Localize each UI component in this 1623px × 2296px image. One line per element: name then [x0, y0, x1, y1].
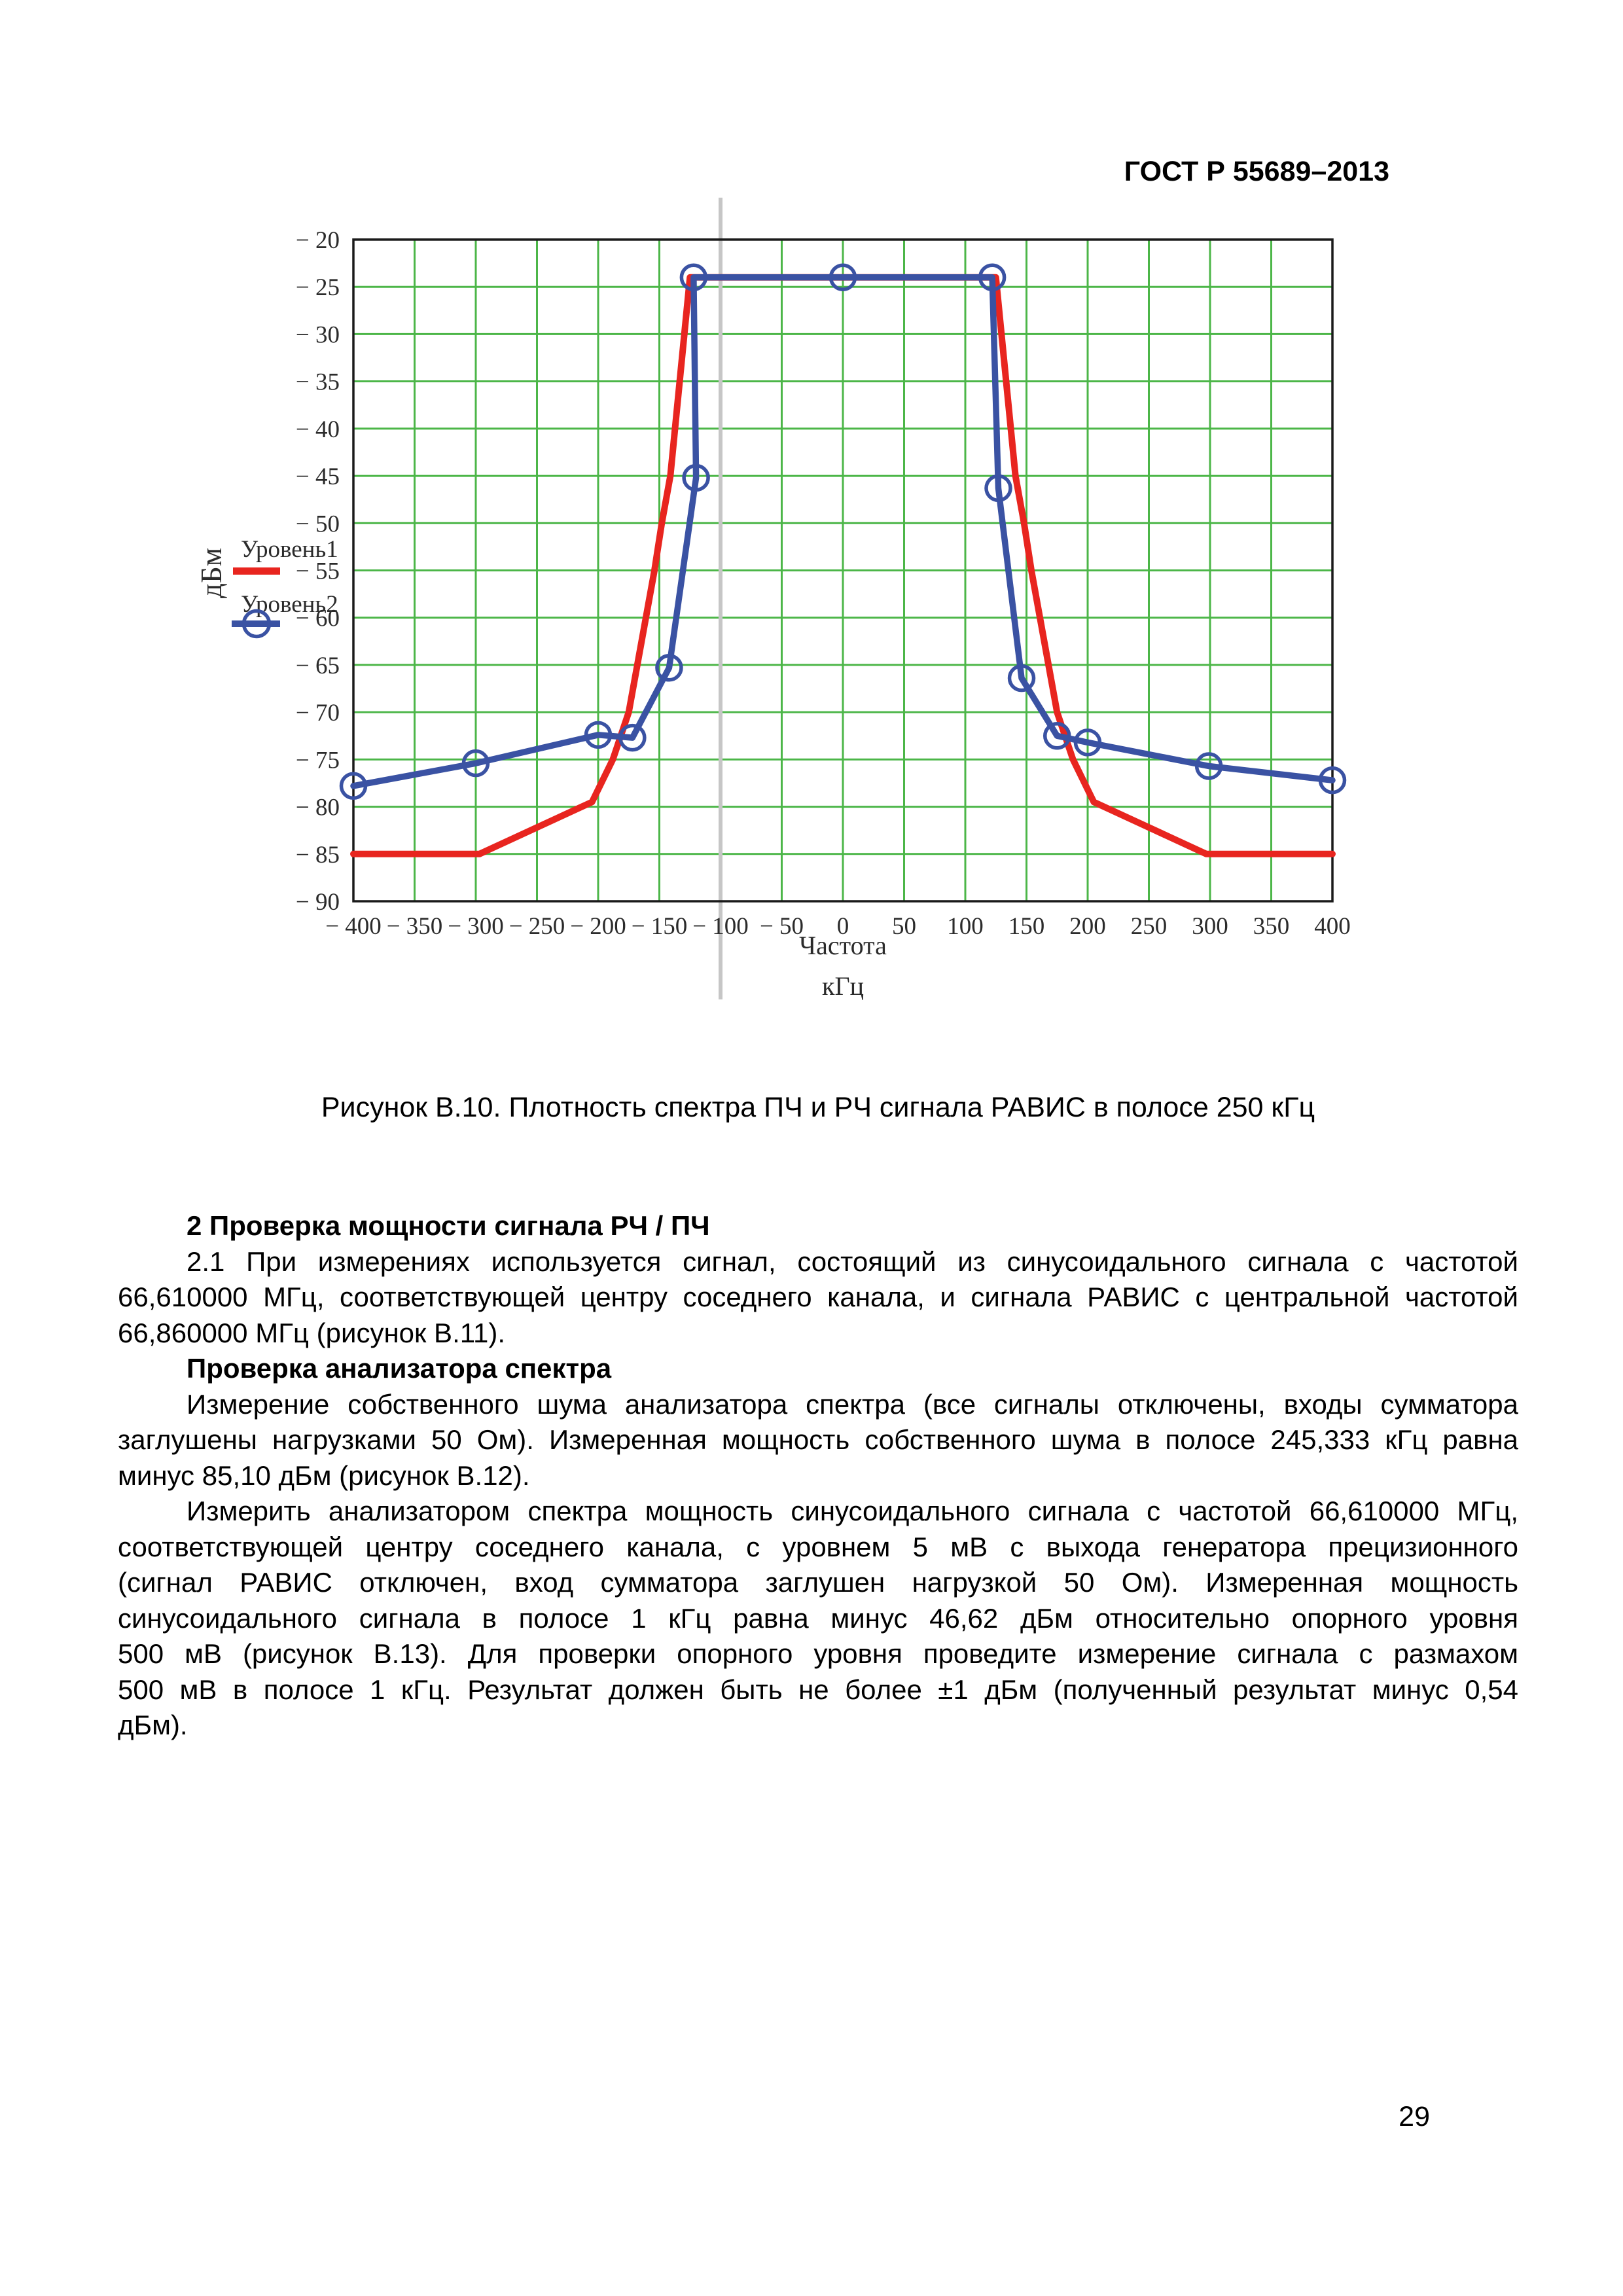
series-level2-marker — [1073, 728, 1102, 757]
paragraph-line: 66,610000 МГц, соответствующей центру со… — [118, 1282, 1518, 1312]
figure-caption: Рисунок В.10. Плотность спектра ПЧ и РЧ … — [321, 1092, 1315, 1123]
x-tick-label: 350 — [1253, 913, 1290, 940]
series-level2-marker — [829, 263, 857, 292]
y-axis-title: дБм — [195, 548, 228, 598]
paragraph-line: Измерение собственного шума анализатора … — [187, 1388, 1518, 1420]
x-tick-label: 50 — [892, 913, 916, 940]
paragraph-line: 2.1 При измерениях используется сигнал, … — [187, 1246, 1518, 1277]
x-tick-label: − 400 — [325, 913, 382, 940]
legend-marker-level2 — [241, 609, 272, 639]
x-axis-title: Частота — [799, 931, 887, 960]
standard-number-header: ГОСТ Р 55689–2013 — [1124, 156, 1389, 187]
series-level2-marker — [1194, 752, 1223, 780]
series-level2-marker — [461, 749, 490, 778]
paragraph-line: соответствующей центру соседнего канала,… — [118, 1531, 1518, 1562]
y-tick-label: − 20 — [296, 227, 340, 254]
x-tick-label: − 150 — [632, 913, 688, 940]
x-tick-label: 400 — [1314, 913, 1351, 940]
series-level2-marker — [1318, 766, 1347, 795]
x-tick-label: − 200 — [570, 913, 626, 940]
x-tick-label: 250 — [1131, 913, 1168, 940]
x-tick-label: 300 — [1192, 913, 1228, 940]
series-level2-marker — [984, 474, 1012, 503]
x-tick-label: 0 — [837, 913, 849, 940]
x-tick-label: 200 — [1069, 913, 1106, 940]
legend-label-level2: Уровень2 — [241, 591, 338, 618]
x-tick-label: 100 — [947, 913, 984, 940]
y-tick-label: − 85 — [296, 842, 340, 869]
y-tick-label: − 30 — [296, 321, 340, 348]
series-level2-marker — [1043, 722, 1071, 750]
y-tick-label: − 60 — [296, 605, 340, 632]
series-level2-marker — [1007, 664, 1036, 692]
y-tick-label: − 80 — [296, 795, 340, 821]
x-tick-label: − 100 — [692, 913, 749, 940]
body-text: 2 Проверка мощности сигнала РЧ / ПЧ 2.1 П… — [118, 1208, 1518, 1744]
x-tick-label: 150 — [1008, 913, 1045, 940]
y-tick-label: − 90 — [296, 889, 340, 916]
plot-frame — [352, 238, 1334, 903]
x-tick-label: − 300 — [448, 913, 504, 940]
y-tick-label: − 55 — [296, 558, 340, 585]
section-heading-line: Проверка анализатора спектра — [187, 1353, 612, 1384]
paragraph-line: дБм). — [118, 1710, 188, 1740]
x-tick-label: − 250 — [509, 913, 565, 940]
series-level2-marker — [584, 721, 613, 749]
series-level2-marker — [339, 772, 368, 800]
x-tick-label: − 50 — [760, 913, 804, 940]
y-tick-label: − 25 — [296, 274, 340, 301]
y-tick-label: − 45 — [296, 463, 340, 490]
y-tick-label: − 35 — [296, 369, 340, 396]
paragraph-line: минус 85,10 дБм (рисунок В.12). — [118, 1460, 530, 1491]
paragraph-line: заглушены нагрузками 50 Ом). Измеренная … — [118, 1424, 1518, 1455]
y-tick-label: − 65 — [296, 653, 340, 679]
legend-label-level1: Уровень1 — [241, 536, 338, 563]
legend-swatch-level2 — [232, 620, 280, 627]
section-heading-line: 2 Проверка мощности сигнала РЧ / ПЧ — [187, 1210, 710, 1241]
paragraph-line: синусоидального сигнала в полосе 1 кГц р… — [118, 1602, 1518, 1634]
page-number: 29 — [1399, 2101, 1430, 2132]
x-tick-label: − 350 — [387, 913, 443, 940]
series-level2-marker — [655, 654, 683, 682]
series-level2-marker — [679, 263, 708, 292]
paragraph-line: Измерить анализатором спектра мощность с… — [187, 1496, 1518, 1526]
legend-swatch-level1 — [233, 567, 280, 575]
paragraph-line: 66,860000 МГц (рисунок В.11). — [118, 1317, 505, 1348]
y-tick-label: − 70 — [296, 700, 340, 726]
y-tick-label: − 75 — [296, 747, 340, 774]
paragraph-line: (сигнал РАВИС отключен, вход сумматора з… — [118, 1567, 1518, 1598]
y-tick-label: − 40 — [296, 416, 340, 443]
paragraph-line: 500 мВ (рисунок В.13). Для проверки опор… — [118, 1638, 1518, 1669]
y-tick-label: − 50 — [296, 511, 340, 537]
paragraph-line: 500 мВ в полосе 1 кГц. Результат должен … — [118, 1674, 1518, 1705]
series-level2-marker — [682, 463, 710, 492]
x-axis-unit: кГц — [822, 971, 864, 1001]
series-level2-marker — [978, 263, 1007, 292]
series-level2-marker — [618, 723, 647, 752]
